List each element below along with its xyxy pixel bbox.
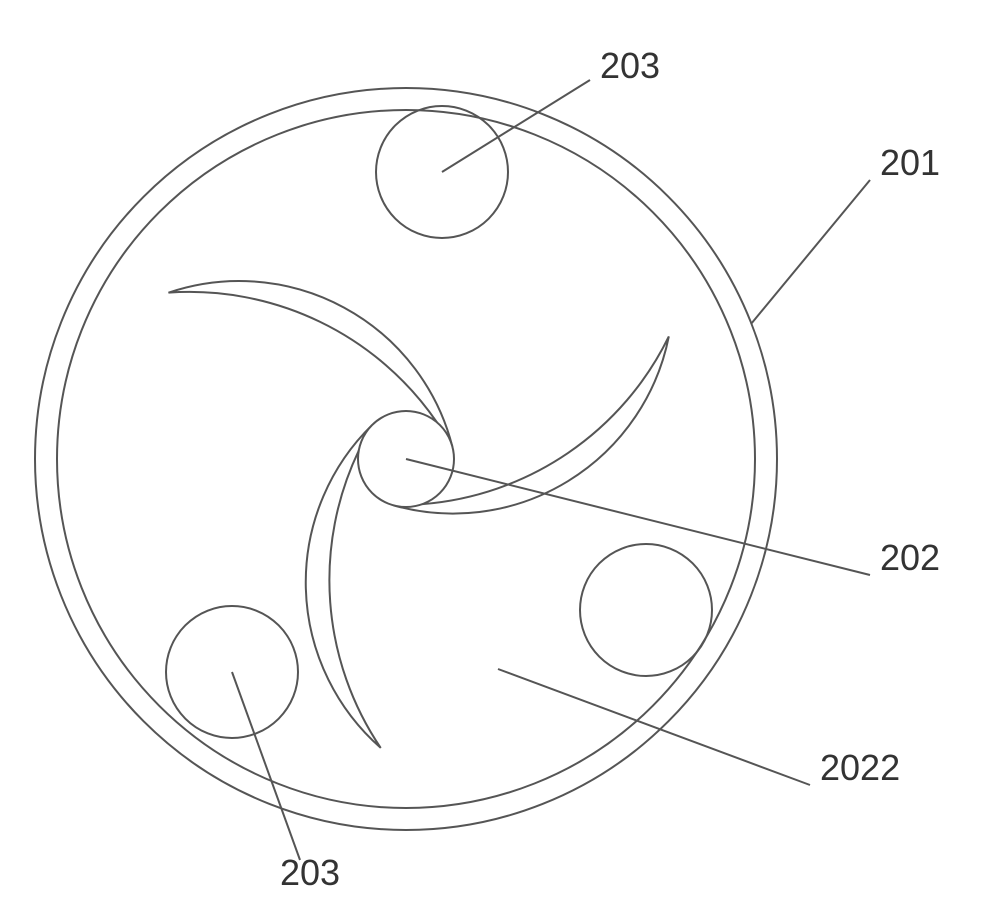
leader-line-2022 <box>498 669 810 785</box>
leader-line-201 <box>751 180 870 324</box>
leader-line-203b <box>232 672 300 860</box>
label-2022: 2022 <box>820 747 900 789</box>
label-203a: 203 <box>600 45 660 87</box>
hole-1 <box>580 544 712 676</box>
leader-line-202 <box>406 459 870 575</box>
label-202: 202 <box>880 537 940 579</box>
label-203b: 203 <box>280 852 340 894</box>
label-201: 201 <box>880 142 940 184</box>
